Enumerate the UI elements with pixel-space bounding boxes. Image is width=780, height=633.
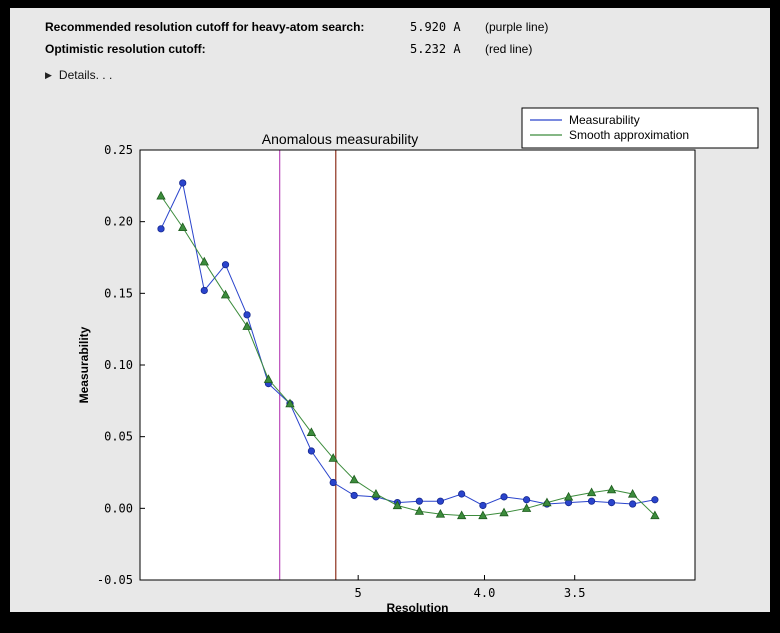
data-point-triangle	[220, 289, 231, 299]
details-label: Details. . .	[58, 68, 113, 82]
data-point-circle	[179, 179, 187, 187]
data-point-triangle	[521, 503, 532, 512]
data-point-circle	[350, 491, 358, 500]
chart-figure: 0.25 0.20 0.15 0.10 0.05 0.00 -0.05 5 4.0 3.5 Anom…	[10, 95, 770, 615]
recommended-cutoff-row: Recommended resolution cutoff for heavy-…	[45, 20, 770, 34]
x-tick-label: 3.5	[564, 586, 586, 600]
details-toggle[interactable]: ▶ Details. . .	[45, 68, 155, 82]
smooth-approximation-line	[160, 195, 656, 516]
data-point-circle	[221, 261, 230, 269]
y-tick-label: -0.05	[97, 573, 133, 587]
anomalous-measurability-chart: 0.25 0.20 0.15 0.10 0.05 0.00 -0.05 5 4.0 3.5 Anom…	[77, 107, 759, 615]
data-point-circle	[243, 311, 251, 319]
recommended-cutoff-value: 5.920 A	[410, 20, 461, 34]
recommended-cutoff-label: Recommended resolution cutoff for heavy-…	[45, 20, 365, 34]
data-point-triangle	[392, 500, 403, 510]
y-axis-label: Measurability	[77, 326, 91, 403]
legend-box	[521, 107, 759, 149]
data-point-triangle	[328, 453, 338, 462]
data-point-circle	[157, 225, 165, 233]
data-point-circle	[651, 496, 659, 504]
data-point-circle	[329, 478, 337, 487]
data-point-circle	[307, 447, 316, 455]
chart-title: Anomalous measurability	[262, 131, 418, 147]
data-point-triangle	[263, 374, 274, 383]
measurability-line	[160, 181, 655, 507]
data-point-triangle	[435, 509, 446, 518]
y-tick-label: 0.10	[104, 358, 133, 372]
x-axis-label: Resolution	[387, 601, 449, 612]
y-tick-label: 0.00	[104, 501, 133, 515]
x-tick-label: 5	[355, 586, 362, 600]
optimistic-cutoff-value: 5.232 A	[410, 42, 461, 56]
plot-area	[140, 150, 695, 580]
y-tick-label: 0.20	[104, 215, 133, 229]
data-point-circle	[200, 286, 208, 295]
optimistic-cutoff-label: Optimistic resolution cutoff:	[45, 42, 206, 56]
data-point-triangle	[349, 474, 359, 484]
legend-label: Measurability	[569, 113, 640, 127]
data-point-circle	[458, 490, 466, 498]
data-point-triangle	[627, 488, 638, 498]
data-point-circle	[436, 497, 445, 505]
data-point-triangle	[285, 398, 295, 408]
data-point-circle	[629, 500, 637, 508]
x-tick-label: 4.0	[474, 586, 496, 600]
data-point-triangle	[563, 491, 574, 501]
data-point-triangle	[414, 506, 425, 515]
data-point-circle	[587, 497, 596, 505]
data-point-triangle	[456, 510, 467, 520]
data-point-triangle	[650, 510, 660, 520]
data-point-circle	[522, 496, 531, 504]
data-point-circle	[479, 501, 487, 510]
data-point-circle	[607, 498, 616, 507]
optimistic-cutoff-row: Optimistic resolution cutoff: 5.232 A (r…	[45, 42, 770, 56]
data-point-triangle	[178, 222, 188, 231]
legend-label: Smooth approximation	[569, 128, 689, 142]
y-tick-label: 0.15	[104, 286, 133, 300]
disclosure-triangle-icon: ▶	[45, 69, 52, 80]
cutoff-summary: Recommended resolution cutoff for heavy-…	[10, 8, 770, 82]
data-point-triangle	[478, 510, 488, 520]
y-tick-label: 0.25	[104, 143, 133, 157]
recommended-cutoff-note: (purple line)	[485, 20, 549, 34]
data-point-triangle	[499, 507, 509, 517]
data-point-circle	[500, 493, 508, 501]
data-point-triangle	[371, 488, 381, 498]
data-point-triangle	[156, 190, 166, 200]
data-point-triangle	[606, 484, 617, 494]
optimistic-cutoff-note: (red line)	[485, 42, 533, 56]
data-point-triangle	[586, 487, 597, 497]
data-point-triangle	[199, 256, 209, 266]
data-point-triangle	[306, 427, 317, 436]
data-point-triangle	[242, 321, 252, 330]
data-point-triangle	[542, 497, 552, 507]
data-point-circle	[415, 497, 423, 505]
dialog-panel: Recommended resolution cutoff for heavy-…	[10, 8, 770, 615]
y-tick-label: 0.05	[104, 430, 133, 444]
